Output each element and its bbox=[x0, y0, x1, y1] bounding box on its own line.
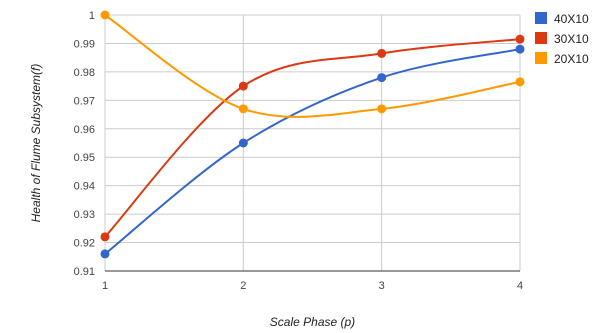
y-tick-label: 0.91 bbox=[74, 266, 95, 278]
y-tick-label: 0.98 bbox=[74, 67, 95, 79]
data-point-30X10 bbox=[377, 48, 387, 58]
data-point-20X10 bbox=[377, 104, 387, 114]
y-tick-label: 0.96 bbox=[74, 124, 95, 136]
legend-swatch bbox=[535, 32, 547, 44]
series-line-20X10 bbox=[104, 14, 521, 118]
x-axis-title: Scale Phase (p) bbox=[270, 315, 355, 329]
data-point-30X10 bbox=[100, 232, 110, 242]
data-point-40X10 bbox=[515, 44, 525, 54]
series-20X10 bbox=[100, 10, 525, 118]
legend-swatch bbox=[535, 12, 547, 24]
x-tick-label: 4 bbox=[517, 280, 523, 292]
series-line-30X10 bbox=[104, 38, 521, 238]
legend-swatch bbox=[535, 52, 547, 64]
x-tick-label: 1 bbox=[102, 280, 108, 292]
legend-label: 40X10 bbox=[554, 12, 589, 26]
data-point-20X10 bbox=[515, 77, 525, 87]
y-tick-label: 0.92 bbox=[74, 238, 95, 250]
data-point-20X10 bbox=[100, 10, 110, 20]
series-line-40X10 bbox=[104, 48, 521, 255]
y-tick-label: 0.99 bbox=[74, 38, 95, 50]
x-tick-label: 2 bbox=[240, 280, 246, 292]
series-40X10 bbox=[100, 44, 525, 259]
legend-label: 30X10 bbox=[554, 32, 589, 46]
y-tick-label: 0.95 bbox=[74, 152, 95, 164]
y-tick-label: 1 bbox=[89, 10, 95, 22]
y-tick-label: 0.97 bbox=[74, 95, 95, 107]
data-point-40X10 bbox=[238, 138, 248, 148]
x-tick-label: 3 bbox=[379, 280, 385, 292]
y-tick-label: 0.93 bbox=[74, 209, 95, 221]
series-30X10 bbox=[100, 34, 525, 242]
y-tick-label: 0.94 bbox=[74, 181, 95, 193]
gridlines bbox=[104, 14, 521, 272]
data-point-40X10 bbox=[377, 73, 387, 83]
data-point-40X10 bbox=[100, 249, 110, 259]
y-axis-title: Health of Flume Subsystem(f) bbox=[29, 64, 43, 223]
data-point-30X10 bbox=[515, 34, 525, 44]
legend: 40X10 30X10 20X10 bbox=[535, 12, 589, 66]
legend-label: 20X10 bbox=[554, 52, 589, 66]
data-point-30X10 bbox=[238, 81, 248, 91]
data-point-20X10 bbox=[238, 104, 248, 114]
